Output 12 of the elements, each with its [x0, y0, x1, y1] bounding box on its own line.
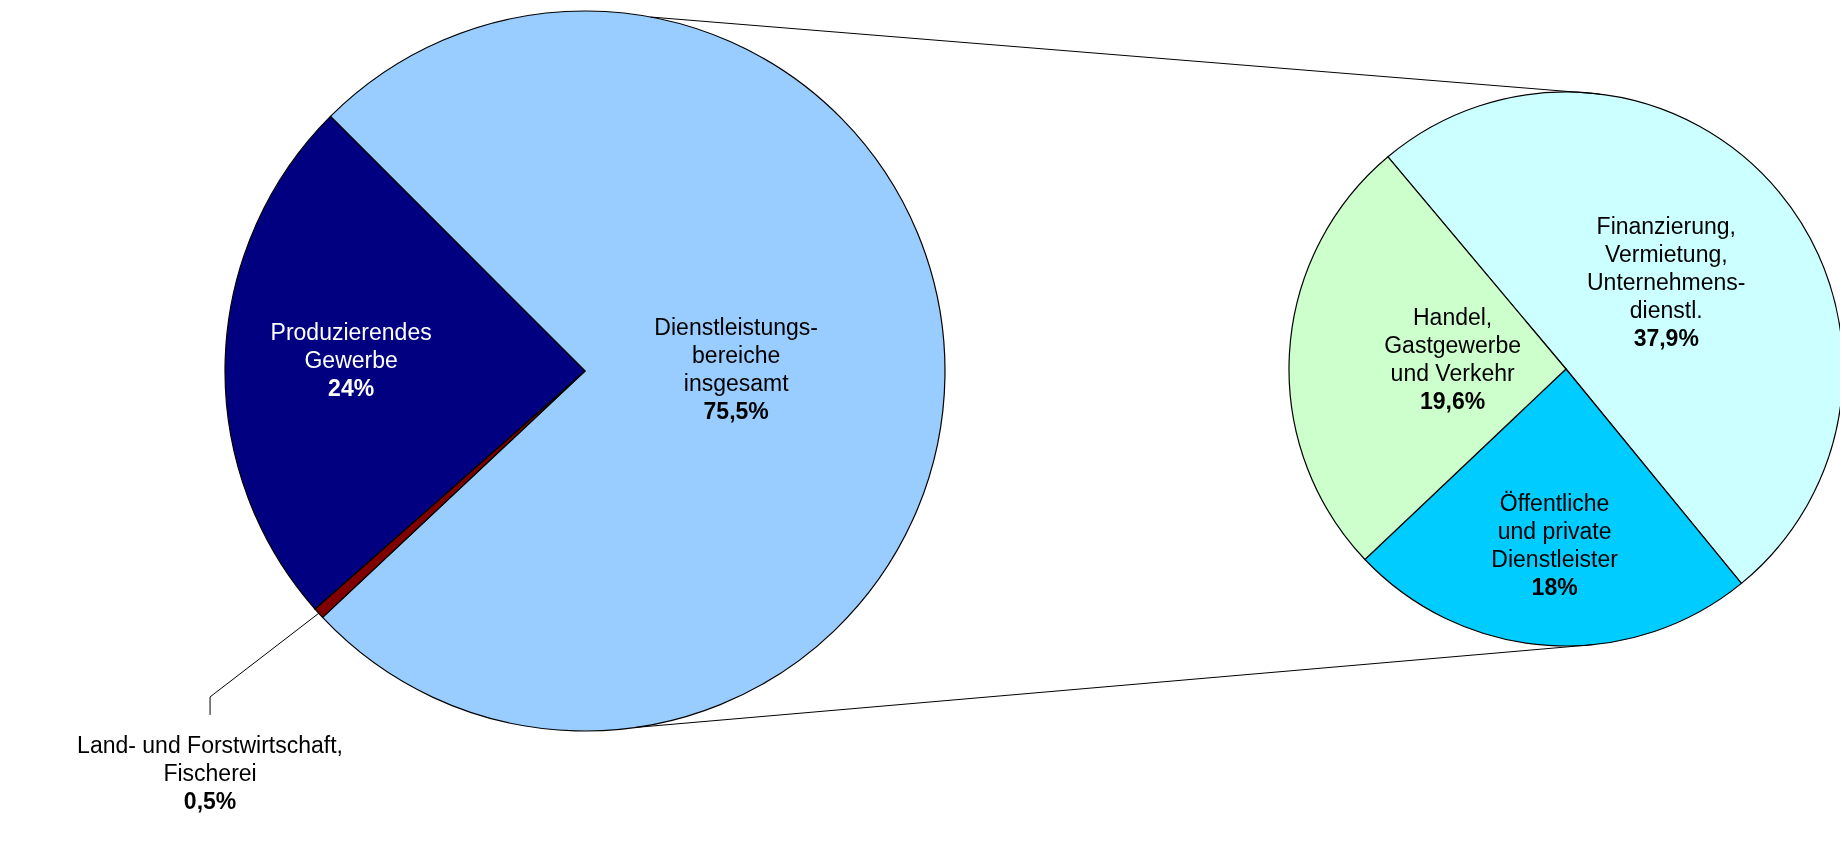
data-label: 37,9%: [1633, 324, 1699, 351]
data-label: 18%: [1531, 573, 1578, 600]
data-label: 0,5%: [183, 787, 237, 814]
data-label: 24%: [328, 374, 375, 401]
slice-label: Finanzierung, Vermietung, Unternehmens- dienstl.: [1586, 212, 1746, 323]
data-label: 75,5%: [703, 398, 769, 425]
slice-label: Produzierendes Gewerbe: [270, 318, 432, 373]
slice-label: Handel, Gastgewerbe und Verkehr: [1384, 303, 1522, 386]
slice-label: Dienstleistungs- bereiche insgesamt: [654, 314, 818, 397]
slice-label: Öffentliche und private Dienstleister: [1491, 489, 1619, 572]
slice-label: Land- und Forstwirtschaft, Fischerei: [77, 731, 344, 786]
data-label: 19,6%: [1420, 387, 1486, 414]
